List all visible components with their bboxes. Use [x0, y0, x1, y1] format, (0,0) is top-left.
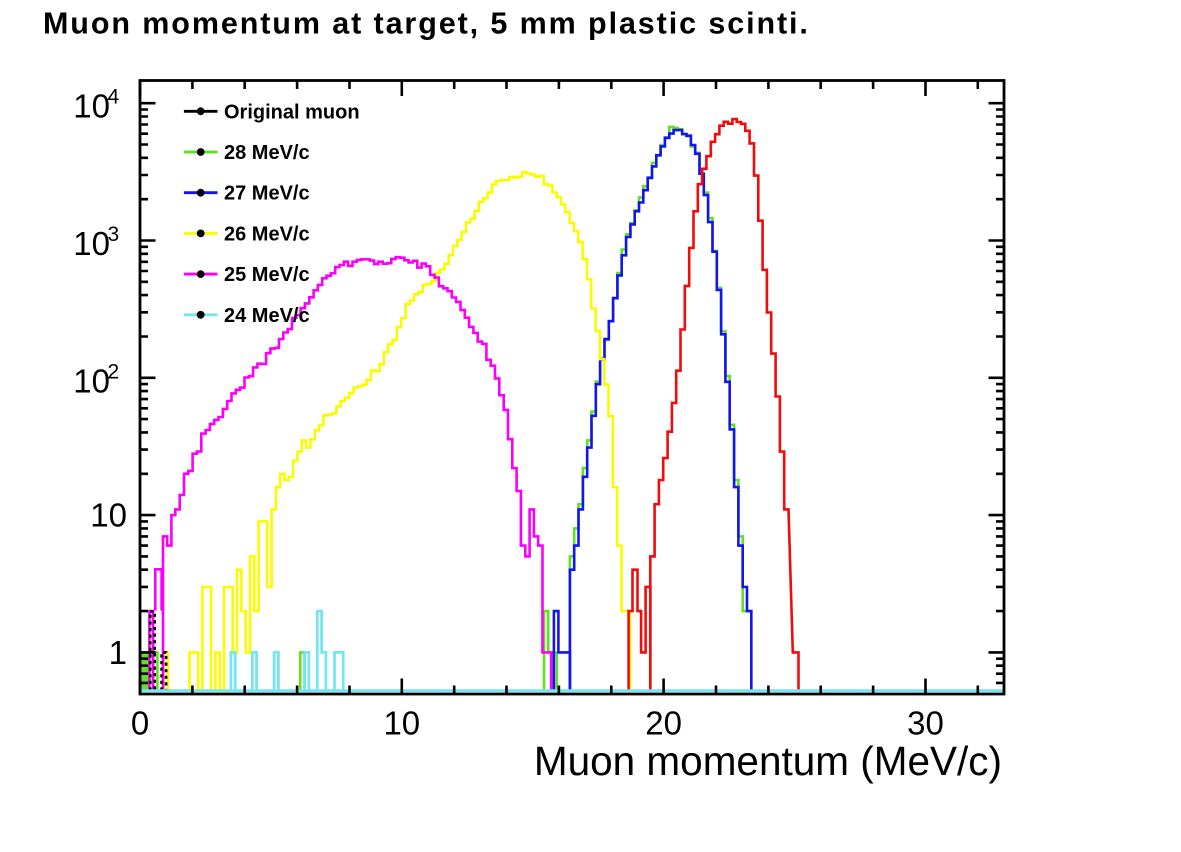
svg-text:25 MeV/c: 25 MeV/c [224, 264, 310, 286]
svg-text:Muon momentum at target, 5 mm: Muon momentum at target, 5 mm plastic sc… [43, 7, 810, 41]
svg-text:10: 10 [73, 88, 110, 125]
svg-text:30: 30 [907, 705, 944, 742]
svg-text:10: 10 [73, 225, 110, 262]
svg-text:3: 3 [108, 223, 120, 246]
svg-text:2: 2 [108, 360, 120, 383]
svg-text:10: 10 [73, 362, 110, 399]
svg-text:20: 20 [645, 705, 682, 742]
svg-text:27 MeV/c: 27 MeV/c [224, 183, 310, 205]
svg-text:28 MeV/c: 28 MeV/c [224, 142, 310, 164]
svg-text:26 MeV/c: 26 MeV/c [224, 223, 310, 245]
svg-text:4: 4 [108, 86, 120, 109]
svg-text:0: 0 [131, 705, 149, 742]
svg-text:10: 10 [383, 705, 420, 742]
svg-text:24 MeV/c: 24 MeV/c [224, 305, 310, 327]
svg-text:1: 1 [109, 634, 127, 671]
svg-text:10: 10 [90, 497, 127, 534]
svg-text:Muon momentum (MeV/c): Muon momentum (MeV/c) [534, 738, 1002, 784]
svg-text:Original muon: Original muon [224, 101, 360, 123]
